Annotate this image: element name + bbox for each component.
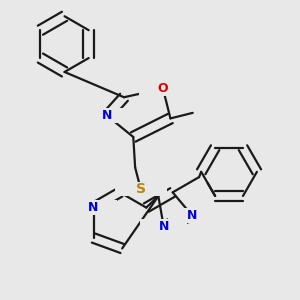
Text: N: N <box>187 209 197 222</box>
Bar <box>115 182 167 196</box>
Bar <box>169 208 216 223</box>
Bar <box>140 219 188 233</box>
Text: O: O <box>158 82 168 95</box>
Text: N: N <box>158 220 169 232</box>
Text: N: N <box>88 201 99 214</box>
Bar <box>83 108 131 123</box>
Bar <box>139 81 187 96</box>
Bar <box>70 200 117 215</box>
Text: N: N <box>102 109 112 122</box>
Text: S: S <box>136 182 146 196</box>
